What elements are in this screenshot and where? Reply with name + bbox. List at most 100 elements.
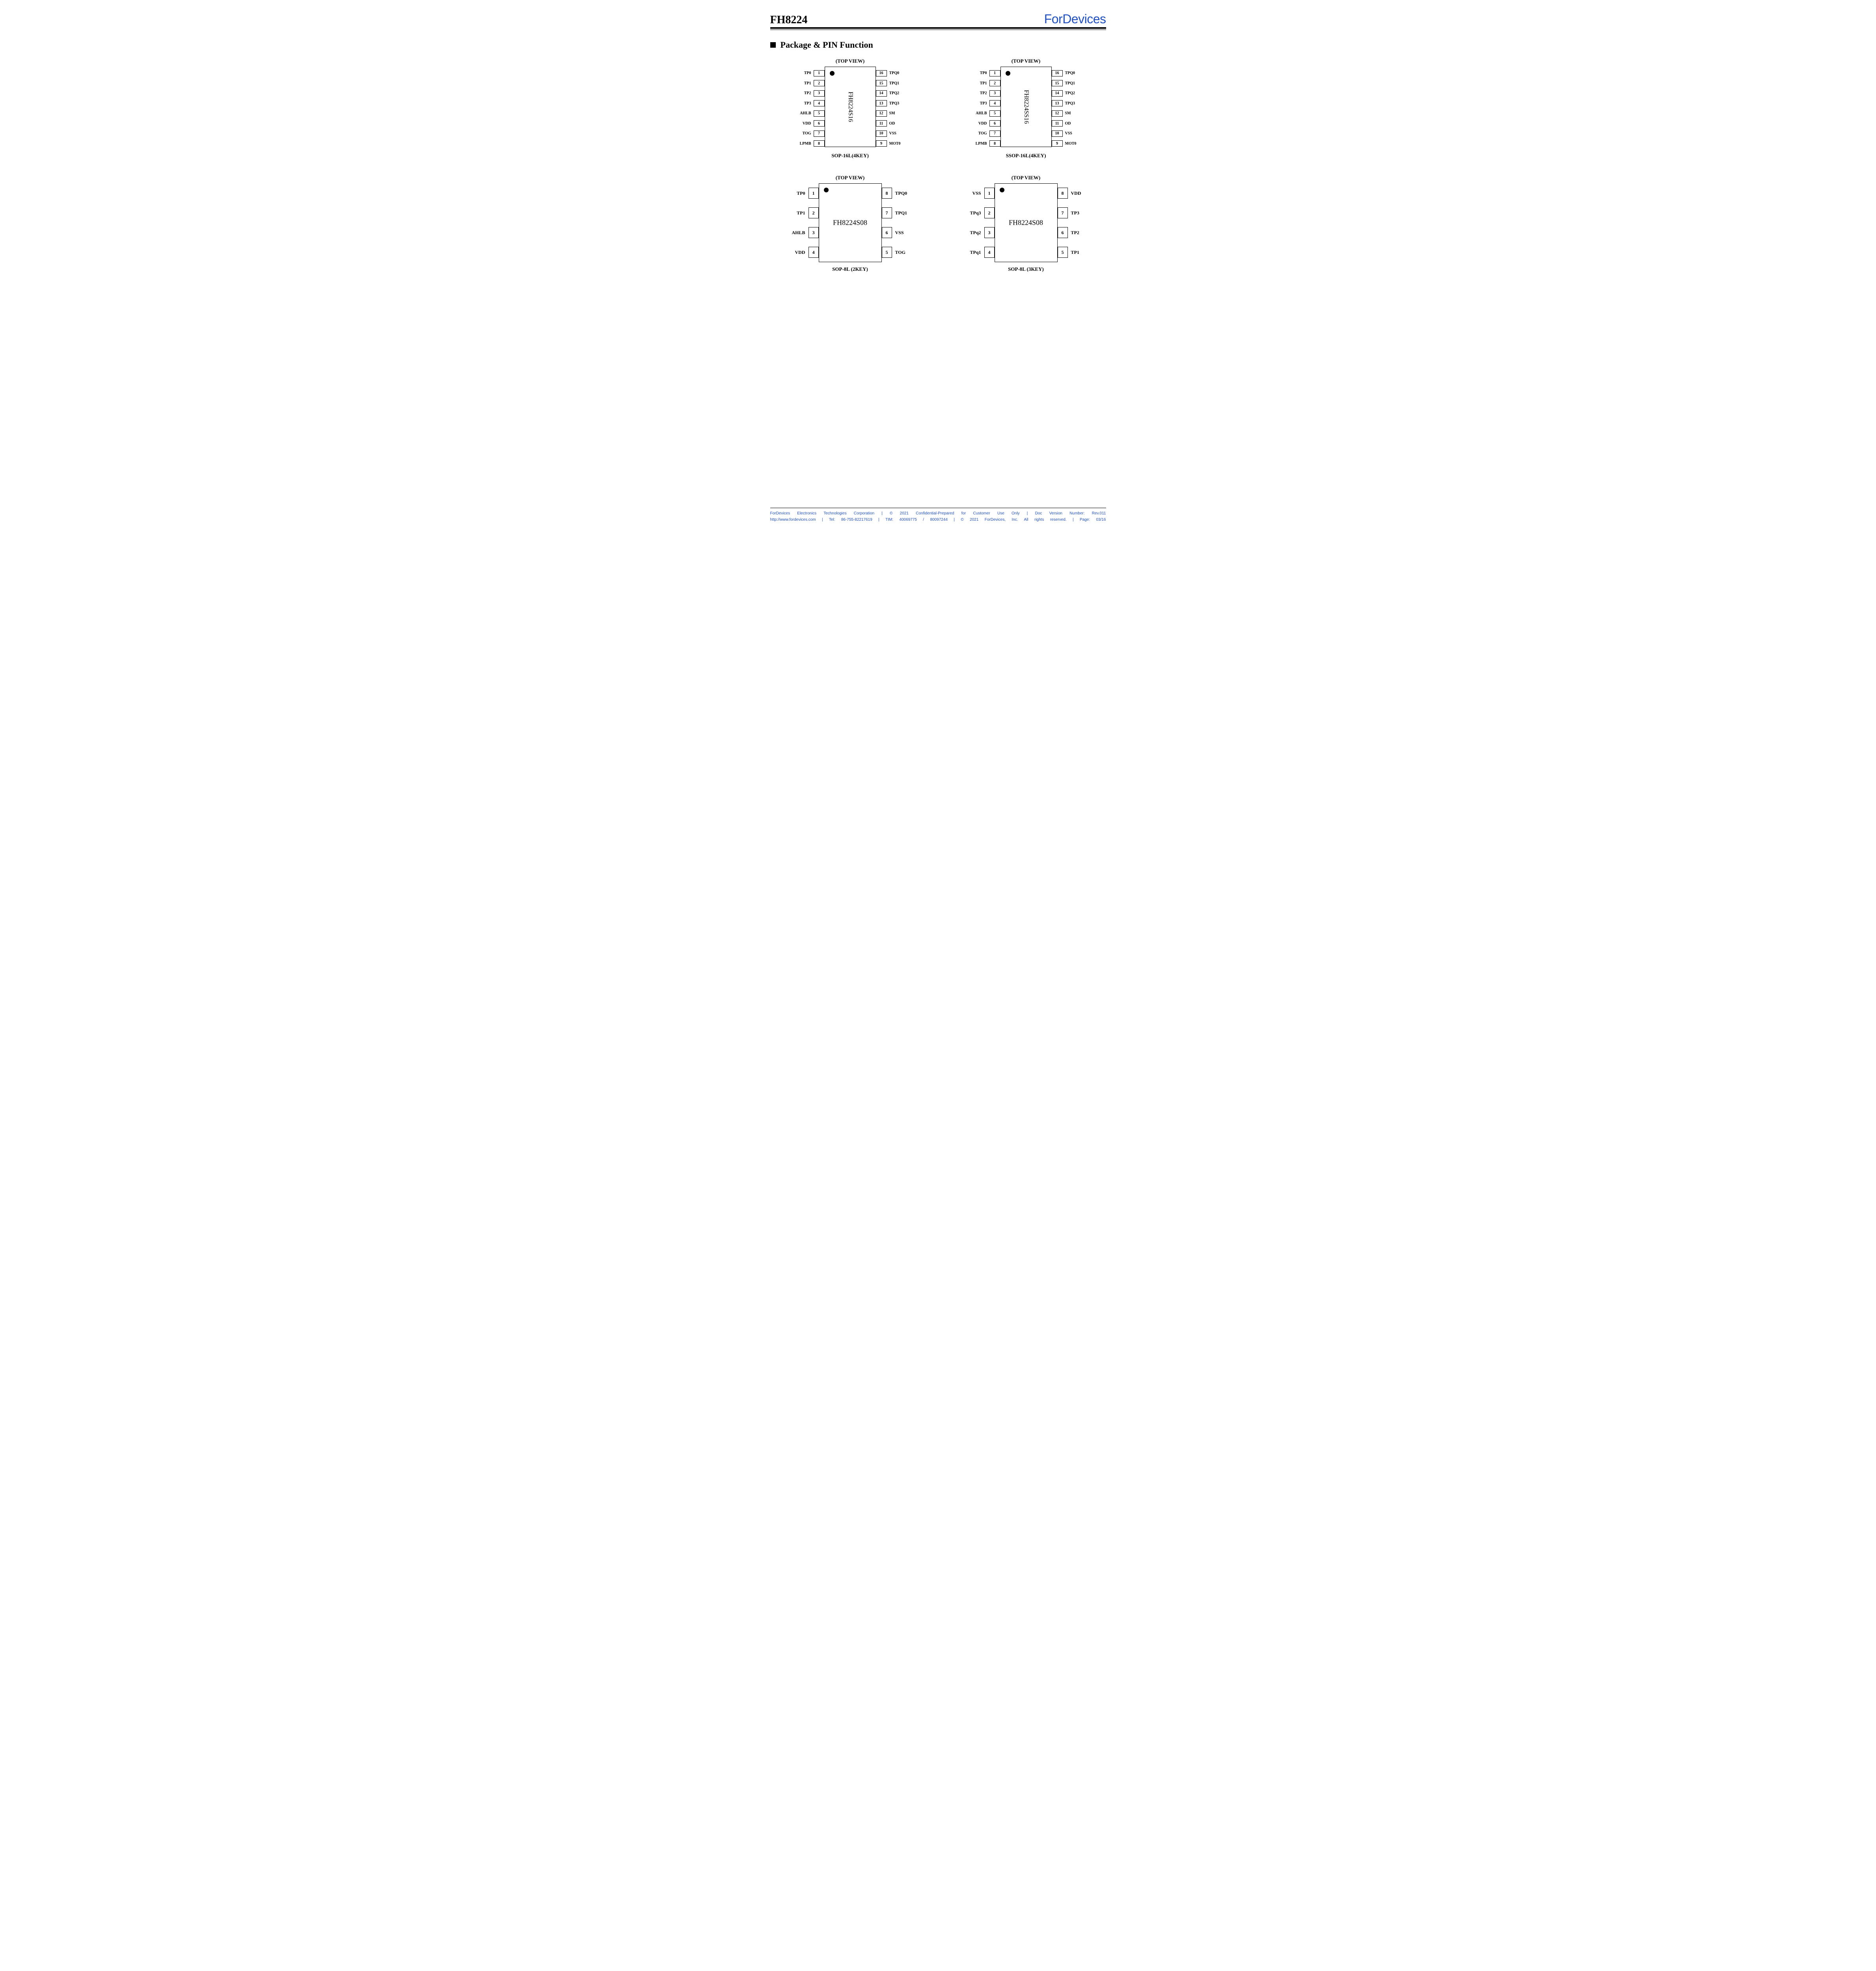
pin-number-box: 12 — [876, 110, 887, 117]
pin-label: TP3 — [1068, 210, 1088, 216]
pin-number-box: 2 — [814, 80, 825, 86]
pin-label: MOT0 — [1063, 142, 1079, 146]
pin1-dot-icon — [830, 71, 835, 76]
package-diagram: (TOP VIEW)TP01TP12AHLB3VDD4FH8224S088TPQ… — [770, 175, 930, 272]
pin-number-box: 6 — [814, 120, 825, 127]
pin-label: TPQ1 — [892, 210, 912, 216]
pin-row: 5TOG — [882, 242, 912, 262]
pin-number-box: 15 — [1052, 80, 1063, 86]
pins-right-column: 8TPQ07TPQ16VSS5TOG — [882, 183, 912, 262]
pin-row: TPq23 — [965, 223, 995, 242]
pin-label: TPQ3 — [1063, 101, 1079, 106]
pin-row: TOG7 — [973, 129, 1000, 139]
pin-label: OD — [887, 121, 904, 126]
pin-label: TPQ1 — [887, 81, 904, 86]
pin-number-box: 5 — [1058, 247, 1068, 258]
pin-number-box: 4 — [989, 100, 1000, 106]
pin-label: TP3 — [797, 101, 814, 106]
pin-label: TP3 — [973, 101, 989, 106]
pin-number-box: 5 — [989, 110, 1000, 117]
pin-number-box: 7 — [1058, 207, 1068, 218]
pin-number-box: 8 — [814, 140, 825, 147]
pin-number-box: 16 — [1052, 70, 1063, 76]
pin-label: OD — [1063, 121, 1079, 126]
chip-body: FH8224S08 — [995, 183, 1058, 262]
pin-label: VDD — [973, 121, 989, 126]
top-view-label: (TOP VIEW) — [836, 175, 865, 181]
pin-label: TP1 — [797, 81, 814, 86]
pin-row: 8VDD — [1058, 183, 1088, 203]
pin-label: MOT0 — [887, 142, 904, 146]
pin-label: LPMB — [973, 142, 989, 146]
package-caption: SSOP-16L(4KEY) — [1006, 153, 1046, 159]
pin-number-box: 3 — [984, 227, 995, 238]
pin-row: 11OD — [1052, 119, 1079, 129]
section-title-text: Package & PIN Function — [781, 40, 873, 50]
pin-row: TPq14 — [965, 242, 995, 262]
company-name: ForDevices — [1044, 12, 1106, 26]
pin-number-box: 13 — [876, 100, 887, 106]
section-bullet-icon — [770, 42, 776, 48]
pin-row: TP23 — [797, 88, 825, 99]
pin-row: 6VSS — [882, 223, 912, 242]
pin-number-box: 6 — [882, 227, 892, 238]
package-diagram: (TOP VIEW)TP01TP12TP23TP34AHLB5VDD6TOG7L… — [946, 58, 1106, 159]
pin-label: VDD — [789, 250, 809, 255]
pin-row: 5TP1 — [1058, 242, 1088, 262]
pin-row: 12SM — [876, 108, 904, 119]
pin-row: TP34 — [797, 99, 825, 109]
pin-row: 16TPQ0 — [1052, 68, 1079, 78]
pin-number-box: 1 — [814, 70, 825, 76]
pin-label: SM — [887, 111, 904, 116]
pin-label: TP2 — [1068, 230, 1088, 236]
pin-label: TPQ1 — [1063, 81, 1079, 86]
chip-with-pins: TP01TP12TP23TP34AHLB5VDD6TOG7LPMB8FH8224… — [973, 67, 1079, 149]
pin-number-box: 12 — [1052, 110, 1063, 117]
pin-row: TP01 — [973, 68, 1000, 78]
pin-label: TP0 — [789, 190, 809, 196]
chip-body: FH8224SS16 — [1000, 67, 1052, 147]
pin-row: 15TPQ1 — [1052, 78, 1079, 89]
pin-number-box: 5 — [882, 247, 892, 258]
chip-body: FH8224S16 — [825, 67, 876, 147]
pin-row: 9MOT0 — [876, 139, 904, 149]
pin-row: 10VSS — [1052, 129, 1079, 139]
pin-number-box: 13 — [1052, 100, 1063, 106]
part-number: FH8224 — [770, 14, 808, 26]
pin-number-box: 9 — [1052, 140, 1063, 147]
pin-number-box: 16 — [876, 70, 887, 76]
pin-number-box: 11 — [876, 120, 887, 127]
pin-number-box: 7 — [989, 130, 1000, 137]
top-view-label: (TOP VIEW) — [1012, 175, 1041, 181]
pin-row: 15TPQ1 — [876, 78, 904, 89]
pin-row: TP01 — [797, 68, 825, 78]
pins-left-column: TP01TP12AHLB3VDD4 — [789, 183, 819, 262]
pin-number-box: 7 — [814, 130, 825, 137]
chip-with-pins: VSS1TPq32TPq23TPq14FH8224S088VDD7TP36TP2… — [965, 183, 1088, 262]
pin-row: AHLB5 — [973, 108, 1000, 119]
chip-with-pins: TP01TP12TP23TP34AHLB5VDD6TOG7LPMB8FH8224… — [797, 67, 904, 149]
pin-label: TPQ2 — [887, 91, 904, 95]
package-caption: SOP-8L (2KEY) — [832, 266, 868, 272]
chip-name: FH8224S16 — [847, 91, 854, 122]
package-diagram: (TOP VIEW)TP01TP12TP23TP34AHLB5VDD6TOG7L… — [770, 58, 930, 159]
pin-row: 13TPQ3 — [876, 99, 904, 109]
pin-row: 11OD — [876, 119, 904, 129]
pin-label: VDD — [1068, 190, 1088, 196]
pins-right-column: 16TPQ015TPQ114TPQ213TPQ312SM11OD10VSS9MO… — [876, 67, 904, 149]
page-footer: ForDevices Electronics Technologies Corp… — [770, 508, 1106, 523]
pin-row: VSS1 — [965, 183, 995, 203]
pin-label: TP1 — [1068, 250, 1088, 255]
pin-label: VSS — [892, 230, 912, 236]
pin-label: TPQ0 — [1063, 71, 1079, 75]
pin-row: AHLB5 — [797, 108, 825, 119]
pins-right-column: 8VDD7TP36TP25TP1 — [1058, 183, 1088, 262]
pin-row: 12SM — [1052, 108, 1079, 119]
pin-number-box: 8 — [1058, 188, 1068, 199]
pin-row: 16TPQ0 — [876, 68, 904, 78]
chip-name: FH8224S08 — [1009, 219, 1043, 227]
pin-number-box: 4 — [984, 247, 995, 258]
pins-left-column: TP01TP12TP23TP34AHLB5VDD6TOG7LPMB8 — [973, 67, 1000, 149]
pin-label: SM — [1063, 111, 1079, 116]
pin-row: TOG7 — [797, 129, 825, 139]
